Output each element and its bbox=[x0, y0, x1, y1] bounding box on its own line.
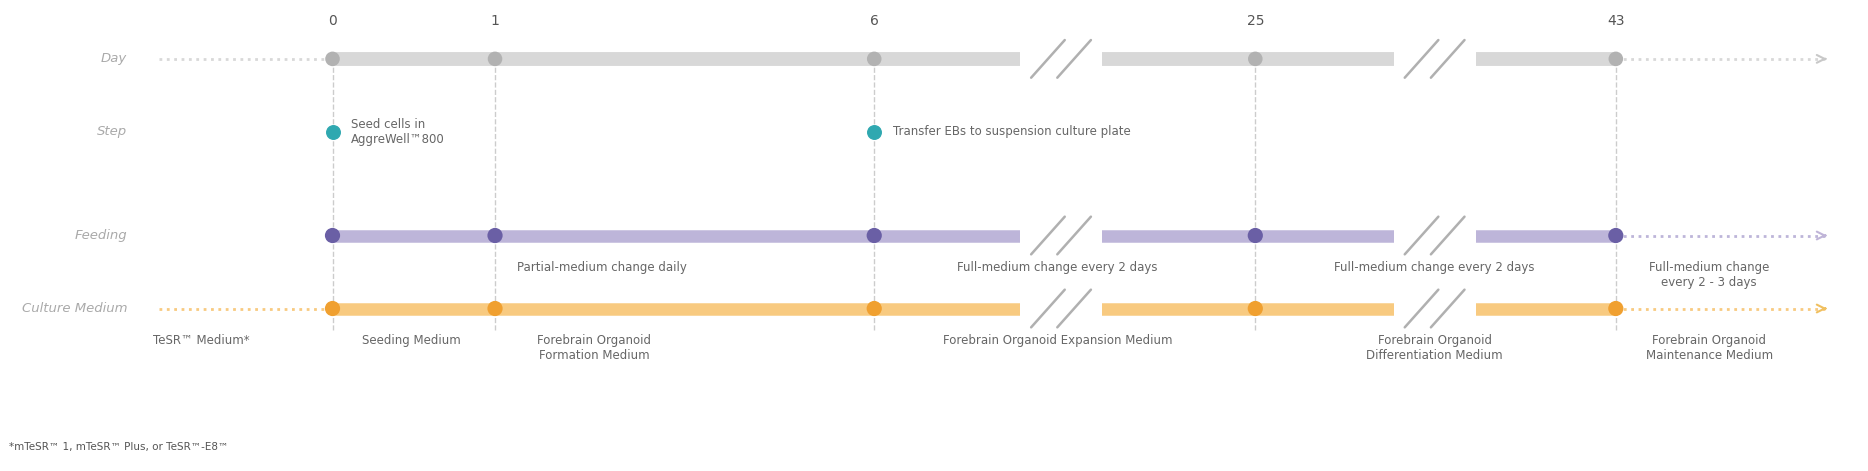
Point bbox=[1601, 232, 1631, 239]
Point bbox=[318, 305, 347, 312]
Text: Full-medium change every 2 days: Full-medium change every 2 days bbox=[956, 261, 1158, 275]
Text: Seed cells in
AggreWell™800: Seed cells in AggreWell™800 bbox=[351, 118, 445, 146]
Bar bbox=[1394, 210, 1476, 261]
Text: Partial-medium change daily: Partial-medium change daily bbox=[517, 261, 686, 275]
Text: 25: 25 bbox=[1246, 14, 1265, 28]
Point bbox=[480, 305, 510, 312]
Point bbox=[1240, 232, 1270, 239]
Point bbox=[859, 305, 889, 312]
Text: Full-medium change
every 2 - 3 days: Full-medium change every 2 - 3 days bbox=[1649, 261, 1769, 289]
Text: 0: 0 bbox=[329, 14, 336, 28]
Text: Transfer EBs to suspension culture plate: Transfer EBs to suspension culture plate bbox=[893, 125, 1130, 138]
Text: Day: Day bbox=[101, 52, 127, 65]
Point bbox=[859, 55, 889, 63]
Point bbox=[318, 232, 347, 239]
Bar bbox=[1020, 210, 1102, 261]
Text: Forebrain Organoid Expansion Medium: Forebrain Organoid Expansion Medium bbox=[943, 334, 1171, 348]
Point bbox=[1240, 55, 1270, 63]
Bar bbox=[1020, 33, 1102, 85]
Point bbox=[1601, 305, 1631, 312]
Text: *mTeSR™ 1, mTeSR™ Plus, or TeSR™-E8™: *mTeSR™ 1, mTeSR™ Plus, or TeSR™-E8™ bbox=[9, 442, 228, 452]
Text: Step: Step bbox=[97, 125, 127, 138]
Text: Feeding: Feeding bbox=[75, 229, 127, 242]
Point bbox=[480, 232, 510, 239]
Text: 6: 6 bbox=[870, 14, 878, 28]
Text: Forebrain Organoid
Differentiation Medium: Forebrain Organoid Differentiation Mediu… bbox=[1366, 334, 1504, 362]
Point bbox=[859, 128, 889, 136]
Bar bbox=[1394, 283, 1476, 334]
Bar bbox=[1394, 33, 1476, 85]
Point bbox=[318, 128, 347, 136]
Text: TeSR™ Medium*: TeSR™ Medium* bbox=[153, 334, 250, 348]
Point bbox=[1240, 305, 1270, 312]
Bar bbox=[1020, 283, 1102, 334]
Text: 43: 43 bbox=[1606, 14, 1625, 28]
Point bbox=[859, 232, 889, 239]
Text: 1: 1 bbox=[491, 14, 499, 28]
Text: Forebrain Organoid
Formation Medium: Forebrain Organoid Formation Medium bbox=[536, 334, 652, 362]
Text: Full-medium change every 2 days: Full-medium change every 2 days bbox=[1334, 261, 1535, 275]
Text: Seeding Medium: Seeding Medium bbox=[362, 334, 460, 348]
Text: Forebrain Organoid
Maintenance Medium: Forebrain Organoid Maintenance Medium bbox=[1646, 334, 1773, 362]
Text: Culture Medium: Culture Medium bbox=[22, 302, 127, 315]
Point bbox=[480, 55, 510, 63]
Point bbox=[1601, 55, 1631, 63]
Point bbox=[318, 55, 347, 63]
